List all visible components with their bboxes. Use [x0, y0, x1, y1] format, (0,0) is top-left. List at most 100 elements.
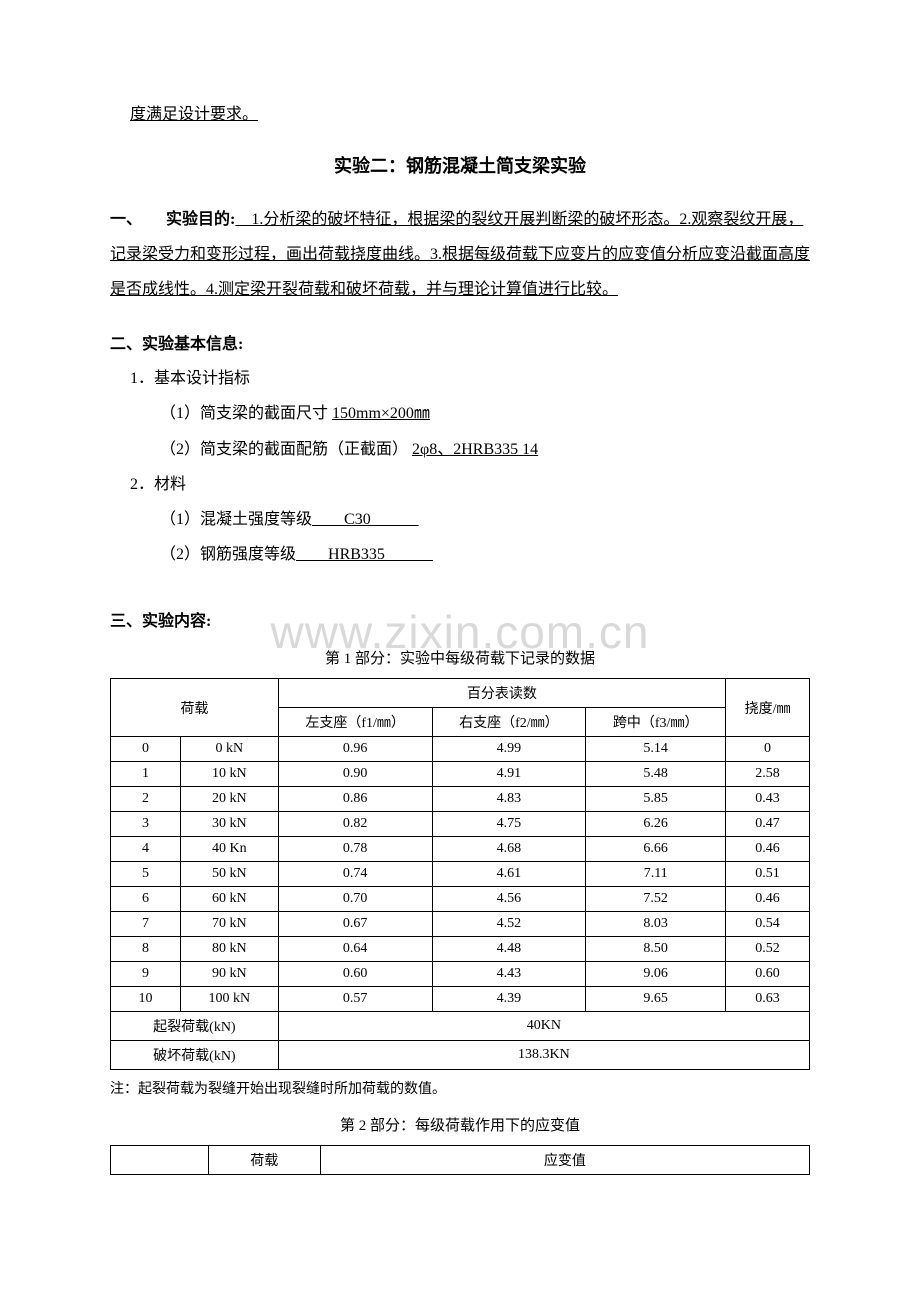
table-row: 10100 kN0.574.399.650.63 — [111, 987, 810, 1012]
table-cell: 80 kN — [180, 937, 278, 962]
crack-load-value: 40KN — [278, 1012, 809, 1041]
table-row: 770 kN0.674.528.030.54 — [111, 912, 810, 937]
data-table-1: 荷载 百分表读数 挠度/㎜ 左支座（f1/㎜） 右支座（f2/㎜） 跨中（f3/… — [110, 678, 810, 1070]
table-cell: 4.43 — [432, 962, 586, 987]
fail-load-value: 138.3KN — [278, 1041, 809, 1070]
table-cell: 50 kN — [180, 862, 278, 887]
table-cell: 4.61 — [432, 862, 586, 887]
table-cell: 5.14 — [586, 737, 726, 762]
table-cell: 60 kN — [180, 887, 278, 912]
design-sub2: （2）简支梁的截面配筋（正截面） 2φ8、2HRB335 14 — [110, 432, 810, 467]
table-cell: 6.26 — [586, 812, 726, 837]
table-cell: 0.74 — [278, 862, 432, 887]
table-cell: 0.64 — [278, 937, 432, 962]
data-table-2: 荷载 应变值 — [110, 1145, 810, 1175]
table-cell: 30 kN — [180, 812, 278, 837]
table-cell: 0.51 — [726, 862, 810, 887]
header-left: 左支座（f1/㎜） — [278, 708, 432, 737]
table-cell: 0.82 — [278, 812, 432, 837]
table-cell: 20 kN — [180, 787, 278, 812]
table-cell: 7.11 — [586, 862, 726, 887]
table-cell: 0.60 — [726, 962, 810, 987]
material-label: 2．材料 — [110, 467, 810, 502]
table-cell: 90 kN — [180, 962, 278, 987]
table-cell: 7 — [111, 912, 181, 937]
experiment-content-section: 三、实验内容: 第 1 部分：实验中每级荷载下记录的数据 荷载 百分表读数 挠度… — [110, 607, 810, 1175]
table-cell: 2 — [111, 787, 181, 812]
table-cell: 0.63 — [726, 987, 810, 1012]
table-cell: 10 kN — [180, 762, 278, 787]
table-cell: 1 — [111, 762, 181, 787]
header-load: 荷载 — [111, 679, 279, 737]
header-deflection: 挠度/㎜ — [726, 679, 810, 737]
table-cell: 4.39 — [432, 987, 586, 1012]
table-row: 110 kN0.904.915.482.58 — [111, 762, 810, 787]
table-cell: 4.56 — [432, 887, 586, 912]
design-sub1-prefix: （1）简支梁的截面尺寸 — [160, 405, 332, 422]
table-cell: 8 — [111, 937, 181, 962]
design-sub2-prefix: （2）简支梁的截面配筋（正截面） — [160, 441, 412, 458]
table-cell: 9.06 — [586, 962, 726, 987]
table-cell: 100 kN — [180, 987, 278, 1012]
table-cell: 4.99 — [432, 737, 586, 762]
table-cell: 7.52 — [586, 887, 726, 912]
material-sub2-prefix: （2）钢筋强度等级 — [160, 546, 296, 563]
design-sub1: （1）简支梁的截面尺寸 150mm×200㎜ — [110, 396, 810, 431]
table-cell: 4.91 — [432, 762, 586, 787]
table-cell: 2.58 — [726, 762, 810, 787]
table-cell: 0 — [726, 737, 810, 762]
table-cell: 0.96 — [278, 737, 432, 762]
content-label: 三、实验内容: — [110, 613, 211, 630]
table2-header-strain: 应变值 — [320, 1146, 809, 1175]
table-cell: 5 — [111, 862, 181, 887]
material-sub1-prefix: （1）混凝土强度等级 — [160, 511, 312, 528]
table2-title: 第 2 部分：每级荷载作用下的应变值 — [110, 1114, 810, 1135]
table-cell: 0.46 — [726, 887, 810, 912]
design-sub1-value: 150mm×200㎜ — [332, 405, 430, 422]
crack-load-label: 起裂荷载(kN) — [111, 1012, 279, 1041]
table-cell: 6 — [111, 887, 181, 912]
table-cell: 4 — [111, 837, 181, 862]
table-cell: 0.60 — [278, 962, 432, 987]
header-mid: 跨中（f3/㎜） — [586, 708, 726, 737]
table-cell: 0.46 — [726, 837, 810, 862]
material-sub1: （1）混凝土强度等级 C30 — [110, 502, 810, 537]
basic-info-label: 二、实验基本信息: — [110, 336, 243, 353]
table2-header-row: 荷载 应变值 — [111, 1146, 810, 1175]
table-cell: 0.86 — [278, 787, 432, 812]
table-cell: 5.85 — [586, 787, 726, 812]
table-cell: 0 — [111, 737, 181, 762]
table-cell: 0.90 — [278, 762, 432, 787]
material-sub1-value: C30 — [312, 511, 419, 528]
table-cell: 4.75 — [432, 812, 586, 837]
table-row: 990 kN0.604.439.060.60 — [111, 962, 810, 987]
table1-title: 第 1 部分：实验中每级荷载下记录的数据 — [110, 647, 810, 668]
table-cell: 0.67 — [278, 912, 432, 937]
material-sub2-value: HRB335 — [296, 546, 433, 563]
table-header-row: 荷载 百分表读数 挠度/㎜ — [111, 679, 810, 708]
table-cell: 4.48 — [432, 937, 586, 962]
table-cell: 0.70 — [278, 887, 432, 912]
table-cell: 9.65 — [586, 987, 726, 1012]
table-row: 00 kN0.964.995.140 — [111, 737, 810, 762]
table-cell: 0.78 — [278, 837, 432, 862]
table-row: 880 kN0.644.488.500.52 — [111, 937, 810, 962]
table2-header-load: 荷载 — [208, 1146, 320, 1175]
purpose-section: 一、 实验目的: 1.分析梁的破坏特征，根据梁的裂纹开展判断梁的破坏形态。2.观… — [110, 202, 810, 308]
material-sub2: （2）钢筋强度等级 HRB335 — [110, 537, 810, 572]
table-cell: 9 — [111, 962, 181, 987]
header-dial: 百分表读数 — [278, 679, 725, 708]
table-cell: 5.48 — [586, 762, 726, 787]
top-continuation-text: 度满足设计要求。 — [110, 100, 810, 124]
page-content: 度满足设计要求。 实验二：钢筋混凝土简支梁实验 一、 实验目的: 1.分析梁的破… — [110, 100, 810, 1175]
design-sub2-value: 2φ8、2HRB335 14 — [412, 441, 538, 458]
table-row: 440 Kn0.784.686.660.46 — [111, 837, 810, 862]
purpose-label: 一、 实验目的: — [110, 211, 235, 228]
fail-load-row: 破坏荷载(kN) 138.3KN — [111, 1041, 810, 1070]
table-cell: 40 Kn — [180, 837, 278, 862]
table-cell: 10 — [111, 987, 181, 1012]
table-cell: 0 kN — [180, 737, 278, 762]
table-cell: 0.57 — [278, 987, 432, 1012]
header-right: 右支座（f2/㎜） — [432, 708, 586, 737]
table2-empty — [111, 1146, 209, 1175]
